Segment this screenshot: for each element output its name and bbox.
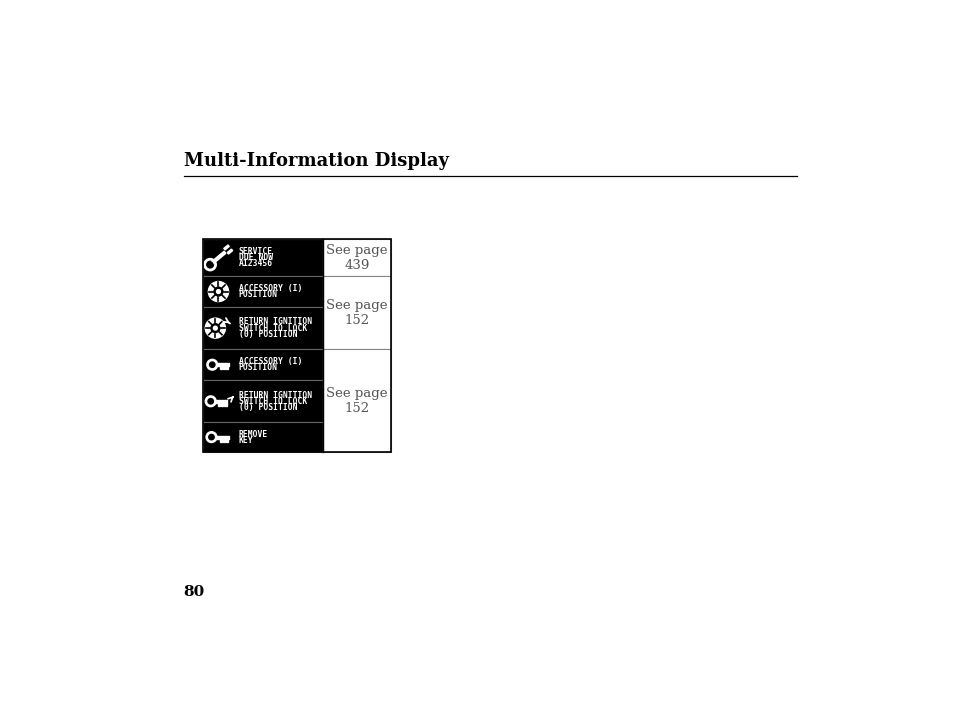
Circle shape bbox=[209, 435, 214, 439]
Bar bbox=[323, 239, 391, 276]
Circle shape bbox=[213, 326, 217, 330]
Text: DUE NOW: DUE NOW bbox=[238, 253, 273, 262]
Polygon shape bbox=[224, 245, 229, 250]
Circle shape bbox=[205, 318, 225, 338]
Text: SERVICE: SERVICE bbox=[238, 247, 273, 256]
Bar bbox=[203, 239, 391, 452]
Text: Multi-Information Display: Multi-Information Display bbox=[183, 152, 448, 170]
Polygon shape bbox=[224, 403, 227, 406]
Bar bbox=[203, 349, 323, 380]
Bar bbox=[203, 239, 323, 276]
Polygon shape bbox=[222, 439, 225, 442]
Polygon shape bbox=[218, 403, 220, 406]
Bar bbox=[203, 307, 323, 349]
Text: 80: 80 bbox=[183, 585, 205, 599]
Text: KEY: KEY bbox=[238, 436, 253, 444]
Polygon shape bbox=[226, 439, 228, 442]
Bar bbox=[203, 422, 323, 452]
Bar bbox=[323, 349, 391, 452]
Polygon shape bbox=[219, 366, 222, 369]
Polygon shape bbox=[226, 366, 228, 369]
Polygon shape bbox=[221, 403, 223, 406]
Bar bbox=[203, 422, 323, 452]
Polygon shape bbox=[222, 366, 225, 369]
Text: A123456: A123456 bbox=[238, 259, 273, 268]
Polygon shape bbox=[227, 249, 233, 254]
Circle shape bbox=[208, 282, 229, 302]
Circle shape bbox=[207, 262, 213, 267]
Circle shape bbox=[210, 362, 214, 367]
Bar bbox=[203, 239, 323, 276]
Text: (0) POSITION: (0) POSITION bbox=[238, 329, 296, 339]
Circle shape bbox=[205, 396, 216, 407]
Text: POSITION: POSITION bbox=[238, 364, 277, 372]
Text: See page
152: See page 152 bbox=[326, 386, 388, 415]
Text: See page
439: See page 439 bbox=[326, 244, 388, 272]
Text: (0) POSITION: (0) POSITION bbox=[238, 403, 296, 412]
Circle shape bbox=[206, 432, 216, 442]
Circle shape bbox=[207, 359, 217, 370]
Bar bbox=[203, 380, 323, 422]
Text: POSITION: POSITION bbox=[238, 290, 277, 299]
Circle shape bbox=[208, 398, 213, 404]
Circle shape bbox=[216, 290, 220, 293]
Text: SWITCH TO LOCK: SWITCH TO LOCK bbox=[238, 324, 307, 332]
Text: SWITCH TO LOCK: SWITCH TO LOCK bbox=[238, 397, 307, 406]
Bar bbox=[203, 276, 323, 307]
Polygon shape bbox=[219, 439, 222, 442]
Bar bbox=[203, 276, 323, 307]
Bar bbox=[203, 307, 323, 349]
Text: RETURN IGNITION: RETURN IGNITION bbox=[238, 391, 312, 400]
Circle shape bbox=[209, 322, 221, 334]
Text: RETURN IGNITION: RETURN IGNITION bbox=[238, 317, 312, 327]
Polygon shape bbox=[211, 251, 226, 264]
Text: REMOVE: REMOVE bbox=[238, 430, 268, 439]
Bar bbox=[203, 380, 323, 422]
Bar bbox=[203, 349, 323, 380]
Bar bbox=[323, 276, 391, 349]
Text: See page
152: See page 152 bbox=[326, 299, 388, 327]
Text: ACCESSORY (I): ACCESSORY (I) bbox=[238, 357, 302, 366]
Circle shape bbox=[212, 285, 224, 297]
Text: ACCESSORY (I): ACCESSORY (I) bbox=[238, 284, 302, 293]
